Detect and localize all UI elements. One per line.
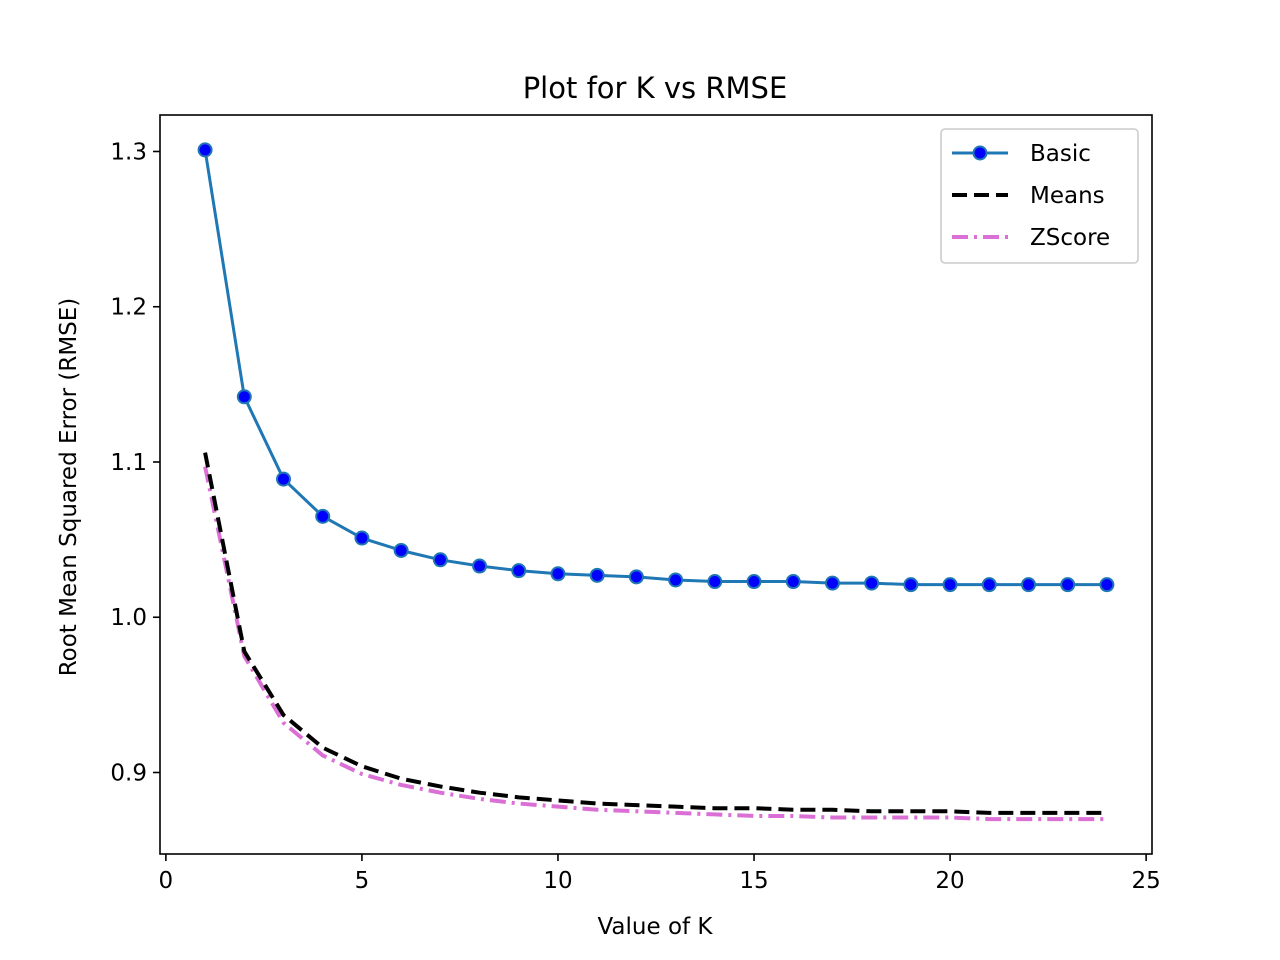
data-point-basic [981, 577, 997, 593]
data-point-basic [589, 567, 605, 583]
x-tick-label: 5 [355, 868, 370, 894]
data-point-basic [393, 542, 409, 558]
x-axis-title: Value of K [597, 914, 713, 940]
data-point-basic [824, 575, 840, 591]
series-line-means [203, 452, 1107, 815]
legend-box [940, 128, 1139, 264]
y-tick-label: 1.2 [110, 295, 147, 321]
legend-label-means: Means [1030, 183, 1105, 209]
data-point-basic [1020, 577, 1036, 593]
data-point-basic [276, 471, 292, 487]
data-point-basic [746, 574, 762, 590]
data-point-basic [1099, 577, 1115, 593]
data-point-basic [472, 558, 488, 574]
data-point-basic [942, 577, 958, 593]
x-tick-label: 0 [159, 868, 174, 894]
plot-area [197, 142, 1115, 822]
data-point-basic [315, 508, 331, 524]
data-point-basic [707, 574, 723, 590]
y-axis-title: Root Mean Squared Error (RMSE) [56, 298, 82, 677]
x-tick-label: 20 [935, 868, 964, 894]
legend-label-basic: Basic [1030, 141, 1091, 167]
y-tick-label: 0.9 [110, 760, 147, 786]
series-line-zscore [203, 466, 1107, 822]
data-point-basic [432, 552, 448, 568]
data-point-basic [785, 574, 801, 590]
data-point-basic [197, 142, 213, 158]
data-point-basic [628, 569, 644, 585]
data-point-basic [236, 389, 252, 405]
x-tick-label: 25 [1131, 868, 1160, 894]
legend-marker-basic [972, 145, 988, 161]
data-point-basic [354, 530, 370, 546]
legend-label-zscore: ZScore [1030, 225, 1110, 251]
data-point-basic [903, 577, 919, 593]
data-point-basic [864, 575, 880, 591]
axes-frame [159, 114, 1153, 855]
data-point-basic [511, 563, 527, 579]
data-point-basic [668, 572, 684, 588]
axes: 0 5 10 15 20 25 0.9 1.0 1.1 1.2 1.3 [110, 114, 1161, 894]
data-point-basic [1060, 577, 1076, 593]
y-tick-label: 1.1 [110, 450, 147, 476]
legend: Basic Means ZScore [940, 128, 1139, 264]
data-point-basic [550, 566, 566, 582]
chart-title: Plot for K vs RMSE [523, 71, 788, 105]
x-tick-label: 15 [739, 868, 768, 894]
y-tick-label: 1.0 [110, 605, 147, 631]
y-tick-label: 1.3 [110, 139, 147, 165]
x-tick-label: 10 [543, 868, 572, 894]
